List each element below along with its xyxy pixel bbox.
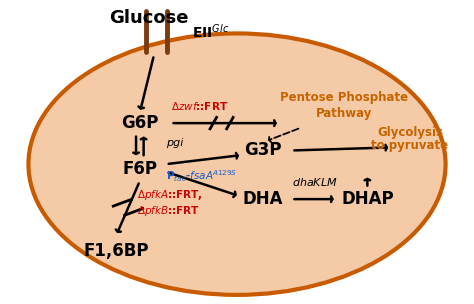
Text: $\Delta$$\it{zwf}$::FRT: $\Delta$$\it{zwf}$::FRT — [171, 100, 228, 112]
Text: $\Delta$$\it{pfkB}$::FRT: $\Delta$$\it{pfkB}$::FRT — [137, 204, 201, 218]
Text: Glucose: Glucose — [109, 9, 189, 27]
Text: G6P: G6P — [121, 114, 158, 132]
Text: DHA: DHA — [243, 190, 283, 208]
Text: P$_{\it{tac}}$-$\it{fsaA}$$^{\it{A129S}}$: P$_{\it{tac}}$-$\it{fsaA}$$^{\it{A129S}}… — [166, 168, 237, 184]
Text: F1,6BP: F1,6BP — [83, 242, 149, 260]
Text: pgi: pgi — [166, 138, 183, 148]
Text: $\it{dhaKLM}$: $\it{dhaKLM}$ — [292, 176, 338, 188]
Text: EII$^{Glc}$: EII$^{Glc}$ — [192, 23, 229, 41]
Text: F6P: F6P — [122, 160, 157, 178]
Text: $\Delta$$\it{pfkA}$::FRT,: $\Delta$$\it{pfkA}$::FRT, — [137, 188, 203, 202]
Text: G3P: G3P — [244, 141, 282, 160]
Text: DHAP: DHAP — [341, 190, 394, 208]
Text: Glycolysis: Glycolysis — [377, 126, 443, 139]
Text: Pathway: Pathway — [316, 108, 372, 120]
Text: to pyruvate: to pyruvate — [372, 140, 448, 152]
Ellipse shape — [28, 33, 446, 295]
Text: Pentose Phosphate: Pentose Phosphate — [280, 91, 408, 104]
